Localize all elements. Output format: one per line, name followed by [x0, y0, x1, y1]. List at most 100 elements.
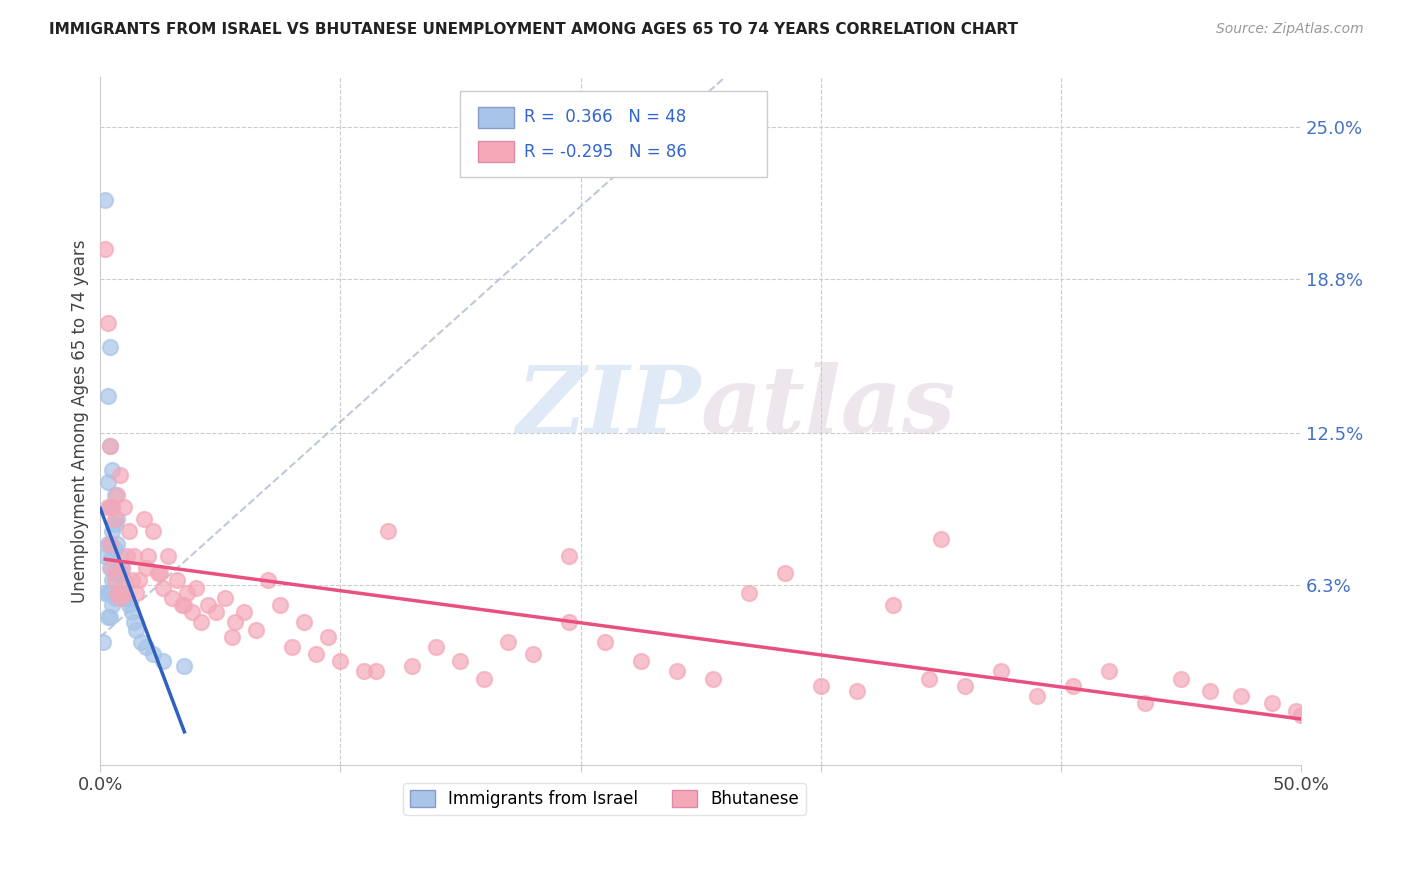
Point [108, 566, 131, 581]
Point [105, 536, 128, 550]
Text: atlas: atlas [700, 362, 956, 452]
Point [186, 581, 208, 595]
Legend: Immigrants from Israel, Bhutanese: Immigrants from Israel, Bhutanese [404, 783, 806, 814]
Point [118, 598, 141, 612]
Point [1025, 689, 1047, 703]
Point [425, 640, 447, 654]
Point [101, 598, 124, 612]
Point [101, 500, 124, 514]
Point [401, 659, 423, 673]
Point [101, 574, 124, 588]
Point [1285, 704, 1308, 718]
Point [111, 586, 134, 600]
Point [1133, 696, 1156, 710]
Point [128, 574, 150, 588]
Point [101, 524, 124, 539]
Point [94, 549, 117, 563]
Point [214, 591, 236, 605]
Point [142, 647, 165, 661]
Point [156, 549, 179, 563]
Point [773, 566, 796, 581]
Point [294, 615, 316, 630]
Point [953, 679, 976, 693]
Point [1170, 672, 1192, 686]
Point [522, 647, 544, 661]
Point [98, 536, 121, 550]
Point [105, 487, 128, 501]
Point [112, 500, 135, 514]
Point [990, 665, 1012, 679]
Point [180, 606, 202, 620]
Point [737, 586, 759, 600]
Point [101, 549, 124, 563]
Point [111, 561, 134, 575]
Point [105, 586, 128, 600]
Point [125, 623, 148, 637]
Point [1062, 679, 1084, 693]
Point [630, 655, 652, 669]
Point [269, 598, 291, 612]
Point [233, 606, 256, 620]
Point [845, 684, 868, 698]
Point [98, 438, 121, 452]
Point [98, 340, 121, 354]
Point [104, 516, 127, 531]
Point [166, 574, 188, 588]
Point [170, 598, 193, 612]
Point [98, 586, 121, 600]
Point [98, 561, 121, 575]
Point [305, 647, 328, 661]
Point [204, 606, 226, 620]
Point [245, 623, 267, 637]
Point [377, 524, 399, 539]
Point [176, 586, 198, 600]
Point [104, 591, 127, 605]
Point [1261, 696, 1284, 710]
Point [108, 549, 131, 563]
Point [98, 610, 121, 624]
Point [929, 532, 952, 546]
Point [557, 615, 579, 630]
Point [105, 561, 128, 575]
Point [125, 586, 148, 600]
Point [129, 635, 152, 649]
Point [104, 541, 127, 556]
Point [108, 467, 131, 482]
Point [122, 615, 145, 630]
Point [121, 606, 143, 620]
Point [122, 549, 145, 563]
Point [96, 500, 118, 514]
Point [366, 665, 388, 679]
Point [115, 549, 138, 563]
Point [318, 630, 340, 644]
Point [111, 561, 134, 575]
Point [146, 566, 169, 581]
Point [224, 615, 246, 630]
Point [1098, 665, 1121, 679]
FancyBboxPatch shape [461, 91, 766, 178]
Point [149, 566, 172, 581]
Point [112, 591, 135, 605]
Point [498, 635, 520, 649]
Point [1289, 708, 1312, 723]
Point [96, 316, 118, 330]
Point [94, 193, 117, 207]
Text: R = -0.295   N = 86: R = -0.295 N = 86 [524, 143, 688, 161]
Point [1198, 684, 1220, 698]
Point [665, 665, 688, 679]
Point [257, 574, 280, 588]
Point [96, 475, 118, 490]
Point [197, 598, 219, 612]
Point [108, 591, 131, 605]
Point [98, 438, 121, 452]
Point [91, 635, 114, 649]
Point [96, 536, 118, 550]
Point [118, 524, 141, 539]
Point [702, 672, 724, 686]
Point [104, 574, 127, 588]
Point [810, 679, 832, 693]
Point [98, 536, 121, 550]
Point [329, 655, 352, 669]
Point [917, 672, 939, 686]
Y-axis label: Unemployment Among Ages 65 to 74 years: Unemployment Among Ages 65 to 74 years [72, 239, 89, 603]
